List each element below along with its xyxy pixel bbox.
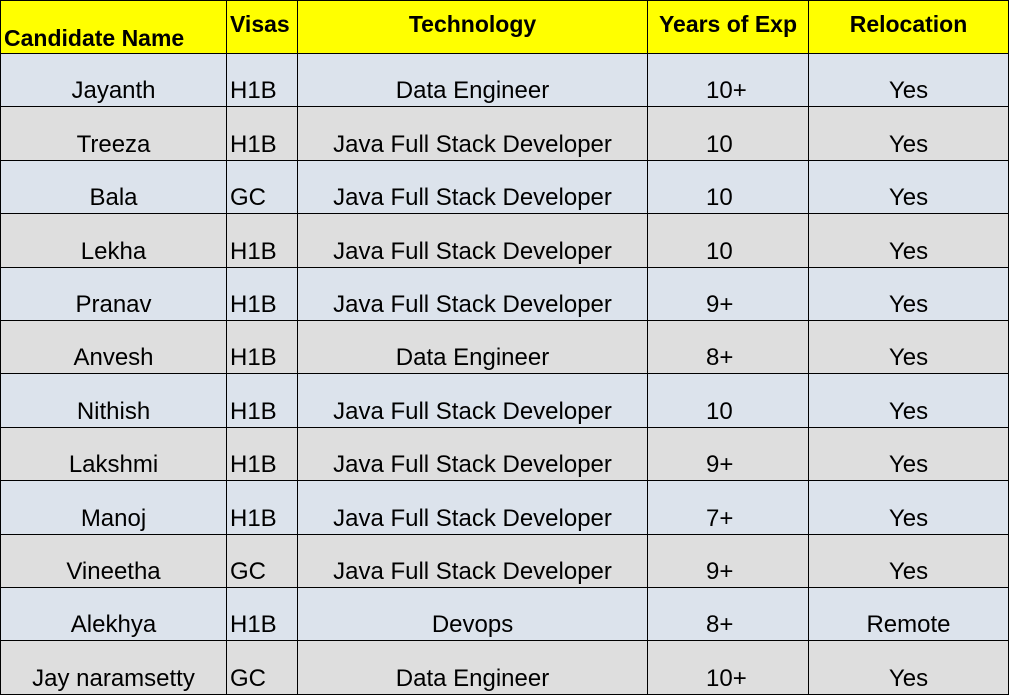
cell-relocation[interactable]: Yes bbox=[808, 266, 1009, 321]
cell-candidate-name[interactable]: Lekha bbox=[0, 213, 227, 268]
cell-visa[interactable]: H1B bbox=[226, 480, 298, 535]
cell-candidate-name[interactable]: Pranav bbox=[0, 266, 227, 321]
cell-visa[interactable]: GC bbox=[226, 640, 298, 695]
cell-years-of-exp[interactable]: 7+ bbox=[647, 480, 809, 535]
table-row: Alekhya H1B Devops 8+ Remote bbox=[0, 586, 1009, 642]
cell-candidate-name[interactable]: Treeza bbox=[0, 106, 227, 161]
cell-candidate-name[interactable]: Jayanth bbox=[0, 52, 227, 108]
cell-visa[interactable]: H1B bbox=[226, 319, 298, 375]
cell-technology[interactable]: Data Engineer bbox=[297, 640, 648, 695]
cell-relocation[interactable]: Yes bbox=[808, 213, 1009, 268]
header-relocation[interactable]: Relocation bbox=[808, 0, 1009, 54]
table-row: Jay naramsetty GC Data Engineer 10+ Yes bbox=[0, 640, 1009, 695]
cell-candidate-name[interactable]: Nithish bbox=[0, 373, 227, 428]
cell-visa[interactable]: H1B bbox=[226, 52, 298, 108]
cell-years-of-exp[interactable]: 10+ bbox=[647, 640, 809, 695]
cell-technology[interactable]: Java Full Stack Developer bbox=[297, 213, 648, 268]
cell-visa[interactable]: H1B bbox=[226, 213, 298, 268]
cell-years-of-exp[interactable]: 10 bbox=[647, 106, 809, 161]
table-row: Lakshmi H1B Java Full Stack Developer 9+ Yes bbox=[0, 426, 1009, 482]
table-header: Candidate Name Visas Technology Years of… bbox=[0, 0, 1009, 54]
cell-relocation[interactable]: Yes bbox=[808, 373, 1009, 428]
table-row: Nithish H1B Java Full Stack Developer 10 Yes bbox=[0, 373, 1009, 428]
table-row: Treeza H1B Java Full Stack Developer 10 Yes bbox=[0, 106, 1009, 161]
cell-years-of-exp[interactable]: 9+ bbox=[647, 426, 809, 482]
cell-years-of-exp[interactable]: 8+ bbox=[647, 586, 809, 642]
cell-relocation[interactable]: Yes bbox=[808, 640, 1009, 695]
cell-years-of-exp[interactable]: 8+ bbox=[647, 319, 809, 375]
cell-years-of-exp[interactable]: 10 bbox=[647, 373, 809, 428]
cell-visa[interactable]: H1B bbox=[226, 426, 298, 482]
header-visas[interactable]: Visas bbox=[226, 0, 298, 54]
cell-years-of-exp[interactable]: 9+ bbox=[647, 533, 809, 588]
cell-technology[interactable]: Java Full Stack Developer bbox=[297, 266, 648, 321]
header-years-of-exp[interactable]: Years of Exp bbox=[647, 0, 809, 54]
table-row: Anvesh H1B Data Engineer 8+ Yes bbox=[0, 319, 1009, 375]
table-row: Jayanth H1B Data Engineer 10+ Yes bbox=[0, 52, 1009, 108]
cell-candidate-name[interactable]: Manoj bbox=[0, 480, 227, 535]
cell-relocation[interactable]: Yes bbox=[808, 319, 1009, 375]
table-row: Manoj H1B Java Full Stack Developer 7+ Yes bbox=[0, 480, 1009, 535]
cell-technology[interactable]: Data Engineer bbox=[297, 319, 648, 375]
cell-visa[interactable]: H1B bbox=[226, 586, 298, 642]
cell-candidate-name[interactable]: Lakshmi bbox=[0, 426, 227, 482]
cell-visa[interactable]: GC bbox=[226, 159, 298, 215]
cell-candidate-name[interactable]: Vineetha bbox=[0, 533, 227, 588]
cell-years-of-exp[interactable]: 10 bbox=[647, 213, 809, 268]
cell-relocation[interactable]: Yes bbox=[808, 52, 1009, 108]
cell-relocation[interactable]: Yes bbox=[808, 426, 1009, 482]
cell-candidate-name[interactable]: Anvesh bbox=[0, 319, 227, 375]
cell-years-of-exp[interactable]: 9+ bbox=[647, 266, 809, 321]
cell-technology[interactable]: Devops bbox=[297, 586, 648, 642]
cell-technology[interactable]: Java Full Stack Developer bbox=[297, 480, 648, 535]
table-row: Pranav H1B Java Full Stack Developer 9+ Yes bbox=[0, 266, 1009, 321]
table-row: Bala GC Java Full Stack Developer 10 Yes bbox=[0, 159, 1009, 215]
cell-years-of-exp[interactable]: 10 bbox=[647, 159, 809, 215]
cell-visa[interactable]: H1B bbox=[226, 106, 298, 161]
cell-candidate-name[interactable]: Alekhya bbox=[0, 586, 227, 642]
cell-relocation[interactable]: Yes bbox=[808, 159, 1009, 215]
cell-visa[interactable]: GC bbox=[226, 533, 298, 588]
cell-technology[interactable]: Java Full Stack Developer bbox=[297, 533, 648, 588]
cell-visa[interactable]: H1B bbox=[226, 266, 298, 321]
cell-relocation[interactable]: Remote bbox=[808, 586, 1009, 642]
cell-technology[interactable]: Java Full Stack Developer bbox=[297, 426, 648, 482]
cell-years-of-exp[interactable]: 10+ bbox=[647, 52, 809, 108]
cell-relocation[interactable]: Yes bbox=[808, 533, 1009, 588]
cell-relocation[interactable]: Yes bbox=[808, 106, 1009, 161]
table-body: Jayanth H1B Data Engineer 10+ Yes Treeza H1B Ja… bbox=[0, 52, 1009, 695]
cell-technology[interactable]: Data Engineer bbox=[297, 52, 648, 108]
cell-candidate-name[interactable]: Bala bbox=[0, 159, 227, 215]
table-row: Vineetha GC Java Full Stack Developer 9+ Yes bbox=[0, 533, 1009, 588]
cell-technology[interactable]: Java Full Stack Developer bbox=[297, 373, 648, 428]
table-row: Lekha H1B Java Full Stack Developer 10 Yes bbox=[0, 213, 1009, 268]
cell-candidate-name[interactable]: Jay naramsetty bbox=[0, 640, 227, 695]
cell-technology[interactable]: Java Full Stack Developer bbox=[297, 106, 648, 161]
cell-technology[interactable]: Java Full Stack Developer bbox=[297, 159, 648, 215]
header-row: Candidate Name Visas Technology Years of… bbox=[0, 0, 1009, 54]
header-candidate-name[interactable]: Candidate Name bbox=[0, 0, 227, 54]
header-technology[interactable]: Technology bbox=[297, 0, 648, 54]
cell-visa[interactable]: H1B bbox=[226, 373, 298, 428]
cell-relocation[interactable]: Yes bbox=[808, 480, 1009, 535]
